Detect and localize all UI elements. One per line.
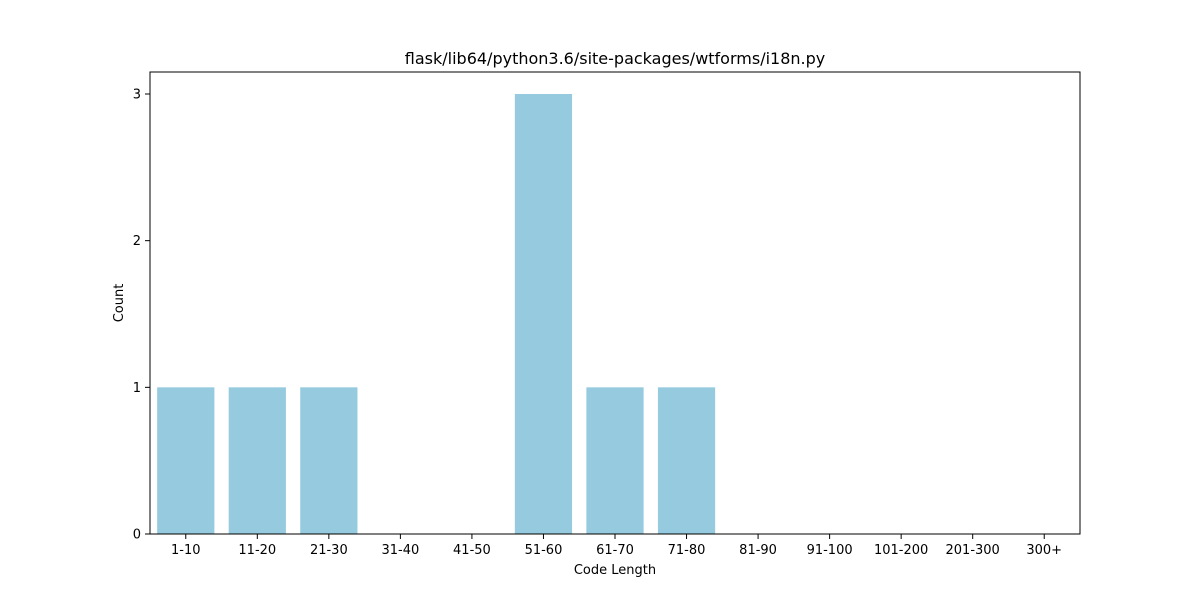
bar-51-60 bbox=[514, 94, 573, 534]
x-tick-label: 11-20 bbox=[238, 543, 276, 558]
x-tick-label: 71-80 bbox=[668, 543, 706, 558]
x-tick-label: 31-40 bbox=[381, 543, 419, 558]
y-tick-label: 1 bbox=[133, 381, 141, 396]
bar-1-10 bbox=[157, 387, 215, 534]
y-axis-title: Count bbox=[112, 284, 127, 323]
bar-71-80 bbox=[657, 387, 716, 534]
bar-61-70 bbox=[586, 387, 644, 534]
y-tick-label: 3 bbox=[133, 88, 141, 103]
y-tick-label: 2 bbox=[133, 234, 141, 249]
bar-21-30 bbox=[300, 387, 358, 534]
chart-title: flask/lib64/python3.6/site-packages/wtfo… bbox=[405, 49, 825, 68]
x-axis: 1-10 11-20 21-30 31-40 41-50 51-60 61-70 71-80 8… bbox=[171, 534, 1062, 558]
x-tick-label: 101-200 bbox=[874, 543, 928, 558]
x-tick-label: 1-10 bbox=[171, 543, 201, 558]
x-tick-label: 51-60 bbox=[525, 543, 563, 558]
bars-group bbox=[157, 94, 716, 534]
x-tick-label: 300+ bbox=[1026, 543, 1062, 558]
x-tick-label: 91-100 bbox=[807, 543, 853, 558]
x-tick-label: 201-300 bbox=[946, 543, 1000, 558]
x-tick-label: 81-90 bbox=[739, 543, 777, 558]
x-axis-title: Code Length bbox=[574, 563, 656, 578]
x-tick-label: 21-30 bbox=[310, 543, 348, 558]
bar-11-20 bbox=[228, 387, 286, 534]
x-tick-label: 61-70 bbox=[596, 543, 634, 558]
y-tick-label: 0 bbox=[133, 528, 141, 543]
y-axis: 0 1 2 3 bbox=[133, 88, 150, 543]
x-tick-label: 41-50 bbox=[453, 543, 491, 558]
